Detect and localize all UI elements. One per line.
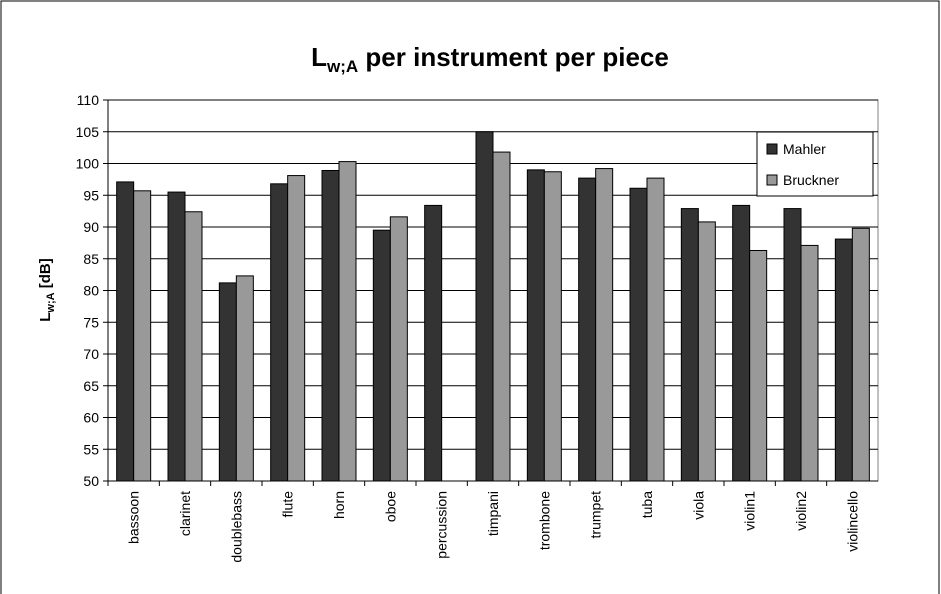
y-tick-label: 110 — [77, 92, 100, 108]
bar — [338, 161, 357, 482]
x-tick-label: oboe — [382, 491, 398, 522]
bar — [749, 249, 768, 482]
x-tick-label: violin2 — [793, 491, 809, 531]
legend-swatch — [766, 174, 778, 186]
chart-title: Lw;A per instrument per piece — [311, 42, 669, 76]
bar — [218, 282, 237, 482]
bar — [629, 187, 648, 482]
x-tick-label: violincello — [844, 491, 860, 552]
bar — [287, 175, 306, 482]
bar — [184, 211, 203, 482]
bar — [680, 208, 699, 482]
y-tick-label: 105 — [76, 124, 100, 140]
x-tick-label: horn — [331, 491, 347, 519]
label-part: [dB] — [37, 258, 54, 292]
bar — [167, 191, 186, 482]
x-tick-label: tuba — [639, 491, 655, 518]
bar — [372, 229, 391, 482]
bar — [543, 171, 562, 482]
bar — [321, 169, 340, 482]
title-part: per instrument per piece — [358, 42, 669, 72]
bar — [270, 183, 289, 482]
bar — [389, 216, 408, 482]
x-tick-label: bassoon — [126, 491, 142, 544]
y-tick-label: 70 — [83, 346, 99, 362]
y-tick-label: 100 — [76, 156, 100, 172]
bar — [235, 275, 254, 482]
y-tick-label: 65 — [83, 378, 99, 394]
bar — [851, 227, 870, 482]
bar — [133, 190, 152, 482]
bar — [800, 244, 819, 482]
y-tick-label: 55 — [83, 441, 99, 457]
bar — [492, 151, 511, 482]
label-part: L — [37, 313, 54, 322]
bar — [697, 221, 716, 482]
bar — [526, 169, 545, 482]
x-tick-label: viola — [690, 491, 706, 520]
y-tick-label: 50 — [83, 473, 99, 489]
bar — [424, 204, 443, 482]
x-tick-label: timpani — [485, 491, 501, 536]
x-tick-label: flute — [280, 491, 296, 518]
bar — [732, 204, 751, 482]
legend-label: Bruckner — [783, 172, 839, 188]
legend-label: Mahler — [783, 141, 826, 157]
title-part: L — [311, 42, 327, 72]
bar — [834, 238, 853, 482]
bar — [595, 168, 614, 482]
bar — [646, 177, 665, 482]
y-tick-label: 95 — [83, 187, 99, 203]
x-tick-label: trumpet — [588, 491, 604, 539]
bar — [475, 131, 494, 482]
y-tick-label: 60 — [83, 410, 99, 426]
label-subscript: w;A — [45, 292, 57, 313]
y-tick-label: 75 — [83, 314, 99, 330]
legend: Mahler Bruckner — [756, 131, 874, 197]
bar — [783, 208, 802, 482]
y-tick-label: 80 — [83, 283, 99, 299]
x-tick-label: trombone — [536, 491, 552, 550]
x-tick-label: doublebass — [228, 491, 244, 563]
legend-swatch — [766, 143, 778, 155]
title-subscript: w;A — [326, 57, 358, 76]
x-tick-label: clarinet — [177, 491, 193, 536]
y-tick-label: 90 — [83, 219, 99, 235]
bar — [116, 181, 135, 482]
y-axis-label: Lw;A [dB] — [37, 258, 57, 322]
x-tick-label: percussion — [434, 491, 450, 559]
bar — [578, 177, 597, 482]
x-tick-label: violin1 — [742, 491, 758, 531]
y-tick-label: 85 — [83, 251, 99, 267]
